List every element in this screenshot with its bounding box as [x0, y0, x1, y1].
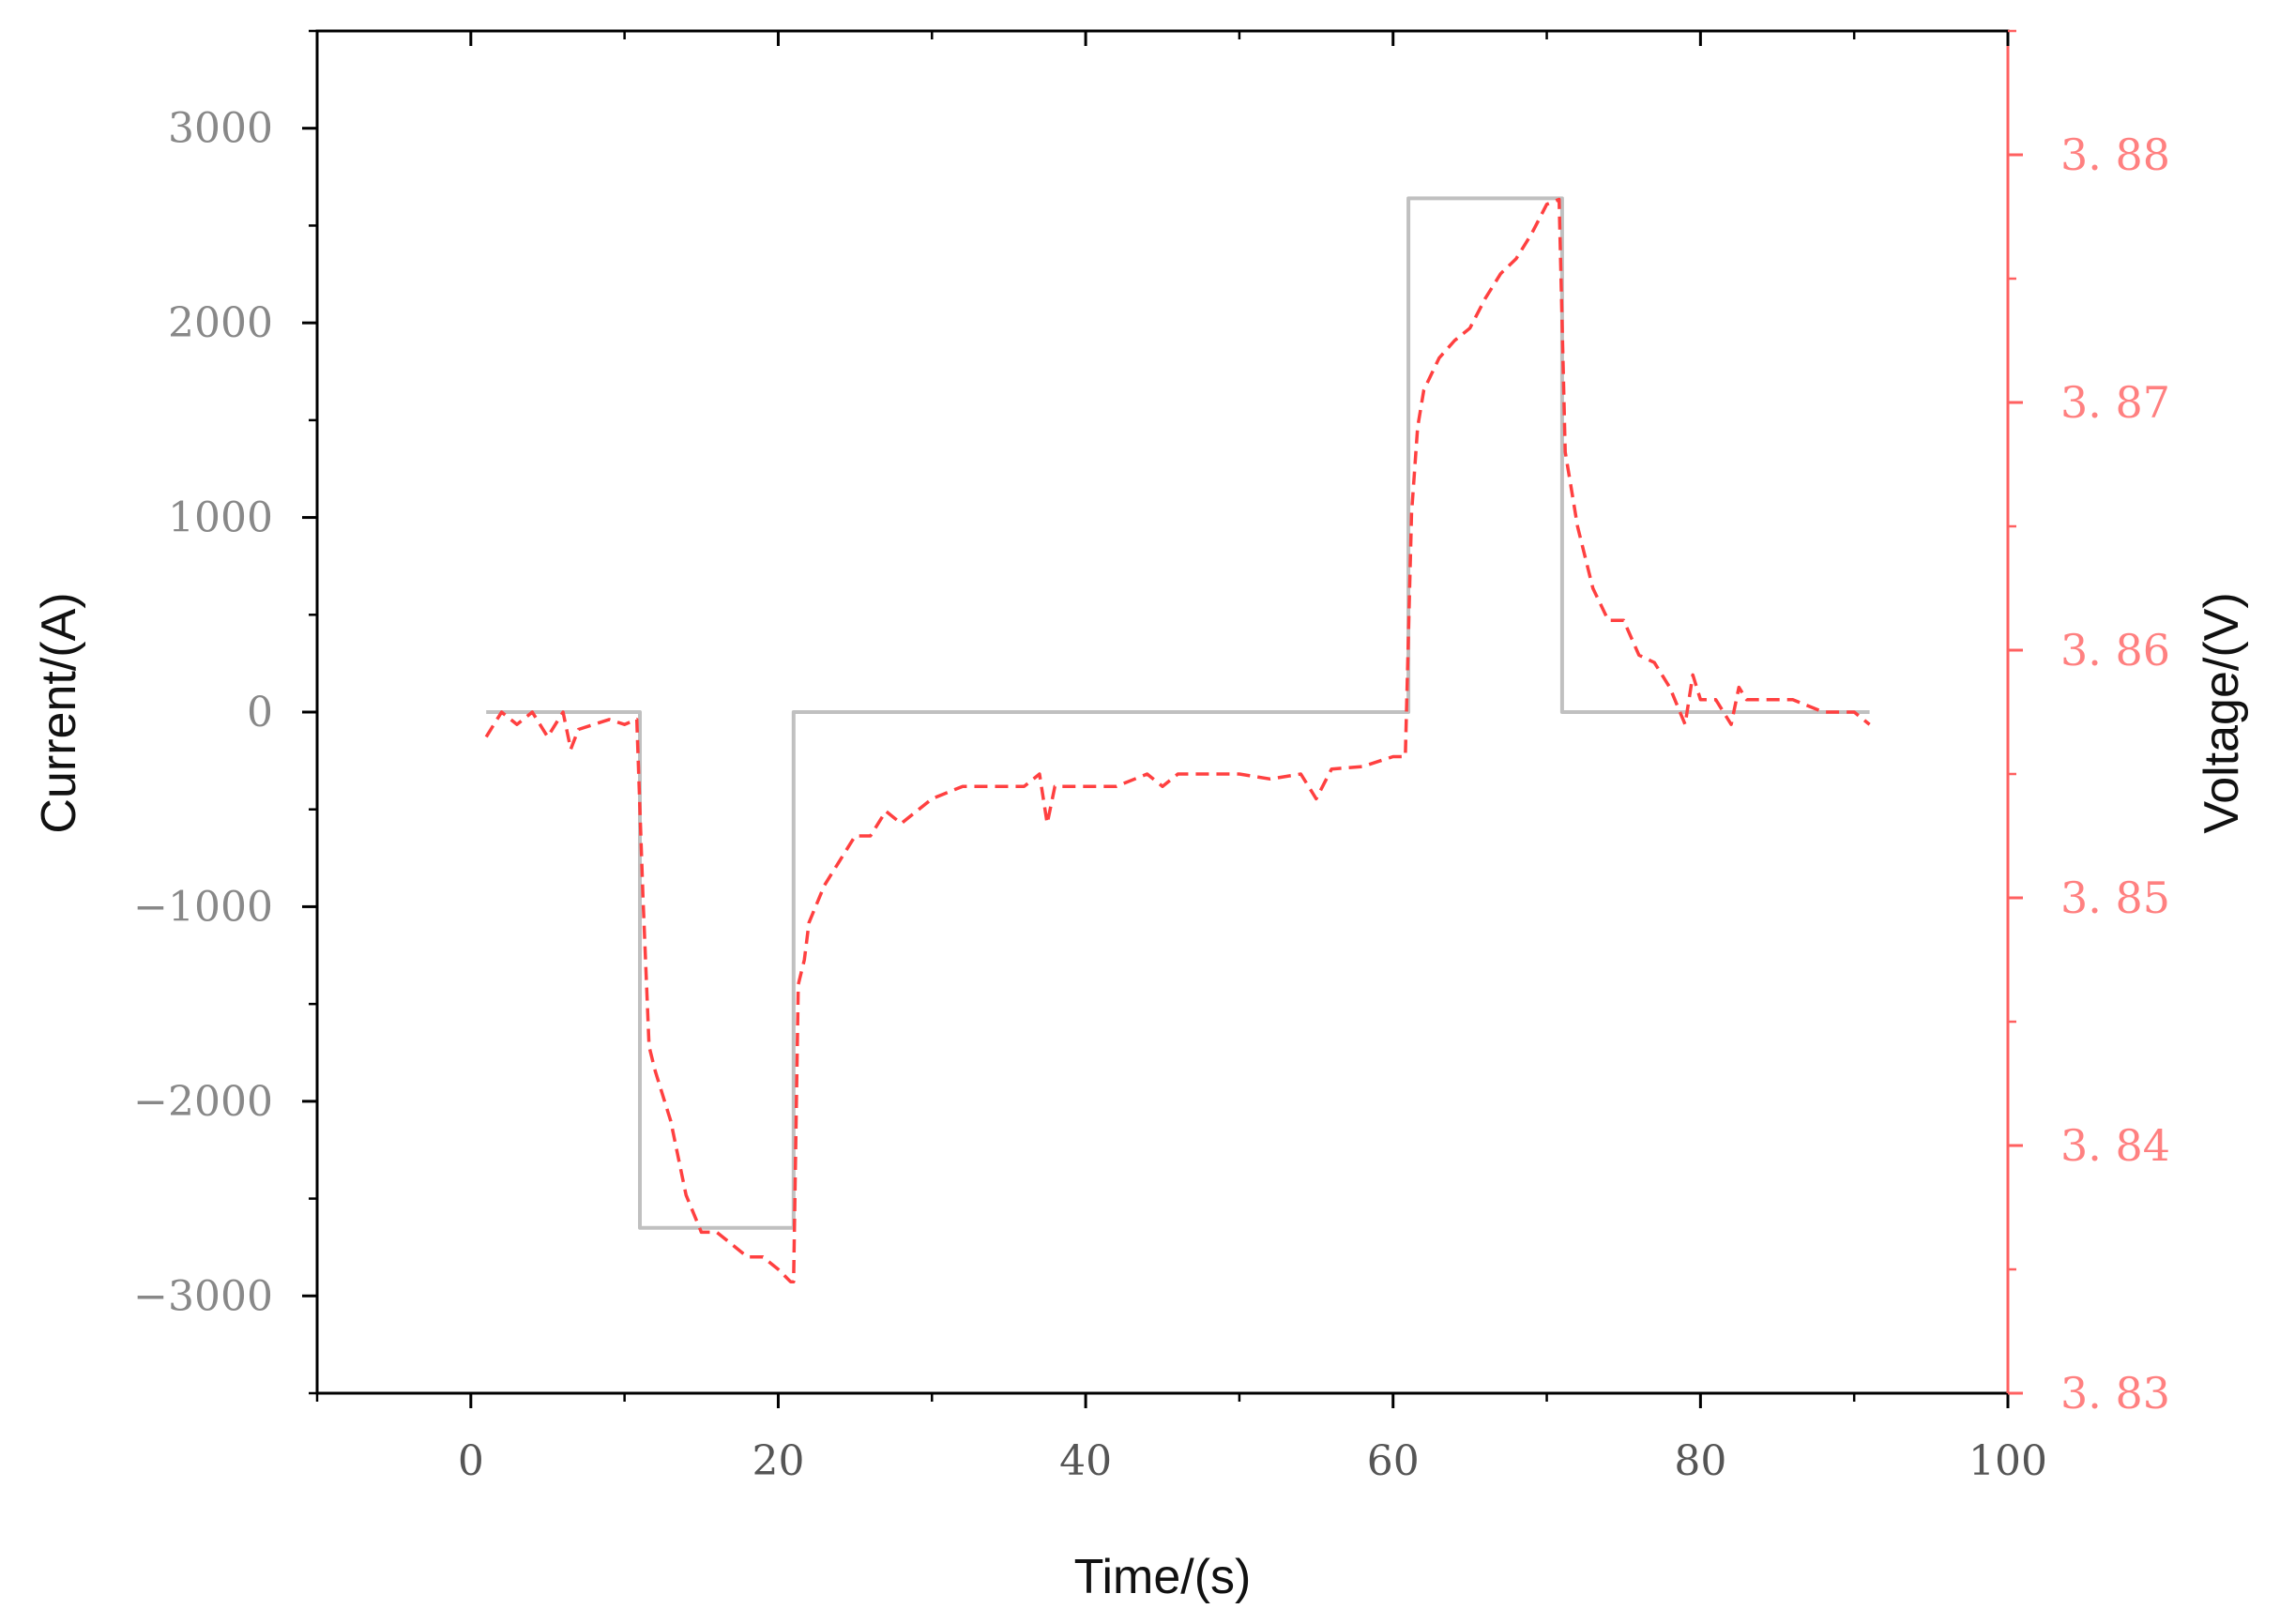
y-right-tick-label: 3. 84 [2060, 1120, 2170, 1171]
x-tick-label: 40 [1059, 1437, 1112, 1485]
x-tick-label: 80 [1674, 1437, 1726, 1485]
current-series-line [486, 196, 1870, 1230]
series-layer [484, 196, 1871, 1283]
y-left-tick-label: −3000 [133, 1272, 273, 1320]
y-left-tick-label: 2000 [168, 299, 273, 347]
y-right-tick-label: 3. 86 [2060, 625, 2170, 675]
axis-layer: 0 20 40 60 80 100 3000 2000 1000 0 −1000 −2000 −3000… [133, 29, 2170, 1485]
y-left-axis-title: Current/(A) [32, 592, 86, 833]
y-left-tick-label: −1000 [133, 883, 273, 931]
y-right-tick-label: 3. 83 [2060, 1368, 2170, 1419]
x-axis-title: Time/(s) [1074, 1550, 1252, 1604]
y-right-tick-label: 3. 88 [2060, 129, 2170, 180]
y-left-tick-label: −2000 [133, 1078, 273, 1126]
x-tick-label: 20 [752, 1437, 804, 1485]
y-left-tick-label: 3000 [168, 105, 273, 153]
voltage-series-line [484, 197, 1871, 1283]
y-right-axis-title: Voltage/(V) [2195, 592, 2249, 833]
y-left-tick-label: 1000 [168, 494, 273, 542]
x-tick-label: 100 [1968, 1437, 2047, 1485]
y-right-tick-label: 3. 87 [2060, 377, 2170, 428]
x-tick-label: 0 [458, 1437, 484, 1485]
x-tick-label: 60 [1367, 1437, 1420, 1485]
y-right-tick-label: 3. 85 [2060, 873, 2170, 923]
y-left-tick-label: 0 [247, 689, 273, 736]
